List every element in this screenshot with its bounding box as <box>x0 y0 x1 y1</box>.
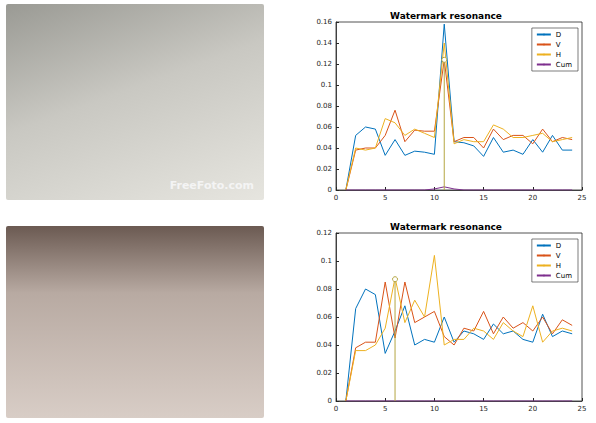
svg-text:0.06: 0.06 <box>316 313 332 321</box>
svg-text:0: 0 <box>328 186 332 194</box>
svg-text:15: 15 <box>479 194 488 202</box>
svg-text:0: 0 <box>334 405 338 413</box>
svg-text:20: 20 <box>528 194 537 202</box>
svg-text:0.08: 0.08 <box>316 285 332 293</box>
svg-text:5: 5 <box>383 405 387 413</box>
svg-text:0.08: 0.08 <box>316 102 332 110</box>
svg-text:D: D <box>556 31 561 39</box>
svg-text:Watermark resonance: Watermark resonance <box>390 222 502 232</box>
svg-text:0.12: 0.12 <box>316 229 332 237</box>
svg-text:V: V <box>556 41 561 49</box>
svg-text:0.04: 0.04 <box>316 144 332 152</box>
svg-text:20: 20 <box>528 405 537 413</box>
svg-text:15: 15 <box>479 405 488 413</box>
svg-text:D: D <box>556 242 561 250</box>
svg-text:0: 0 <box>334 194 338 202</box>
svg-text:H: H <box>556 262 561 270</box>
svg-text:5: 5 <box>383 194 387 202</box>
svg-text:V: V <box>556 252 561 260</box>
svg-text:Watermark resonance: Watermark resonance <box>390 11 502 21</box>
svg-text:0.02: 0.02 <box>316 369 332 377</box>
svg-text:0.1: 0.1 <box>321 257 332 265</box>
svg-text:0.14: 0.14 <box>316 39 332 47</box>
svg-text:0.02: 0.02 <box>316 165 332 173</box>
svg-text:0.1: 0.1 <box>321 81 332 89</box>
svg-text:Cum: Cum <box>556 61 572 69</box>
svg-text:0.16: 0.16 <box>316 18 332 26</box>
svg-text:10: 10 <box>430 405 439 413</box>
svg-text:10: 10 <box>430 194 439 202</box>
svg-text:0.04: 0.04 <box>316 341 332 349</box>
svg-text:H: H <box>556 51 561 59</box>
svg-text:0.06: 0.06 <box>316 123 332 131</box>
svg-text:0.12: 0.12 <box>316 60 332 68</box>
svg-text:25: 25 <box>578 194 587 202</box>
svg-text:25: 25 <box>578 405 587 413</box>
svg-text:Cum: Cum <box>556 272 572 280</box>
html-text:FreeFoto.com: FreeFoto.com <box>169 179 254 192</box>
svg-text:0: 0 <box>328 397 332 405</box>
